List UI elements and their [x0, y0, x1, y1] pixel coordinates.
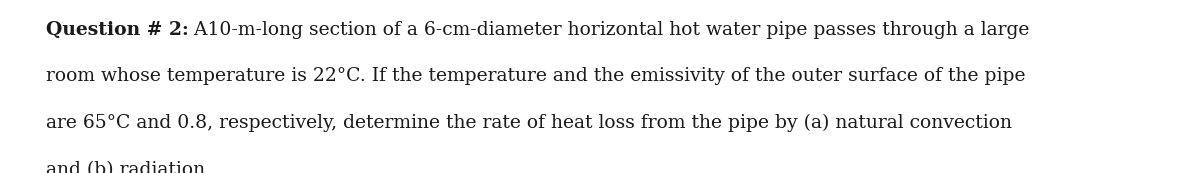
Text: A10-m-long section of a 6-cm-diameter horizontal hot water pipe passes through a: A10-m-long section of a 6-cm-diameter ho…	[188, 21, 1030, 39]
Text: room whose temperature is 22°C. If the temperature and the emissivity of the out: room whose temperature is 22°C. If the t…	[46, 67, 1025, 85]
Text: Question # 2:: Question # 2:	[46, 21, 188, 39]
Text: and (b) radiation: and (b) radiation	[46, 161, 205, 173]
Text: are 65°C and 0.8, respectively, determine the rate of heat loss from the pipe by: are 65°C and 0.8, respectively, determin…	[46, 114, 1012, 132]
